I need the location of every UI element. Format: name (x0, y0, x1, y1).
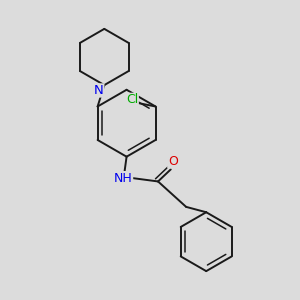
Text: O: O (168, 155, 178, 168)
Text: N: N (94, 84, 104, 97)
Text: NH: NH (114, 172, 133, 184)
Text: Cl: Cl (126, 93, 138, 106)
